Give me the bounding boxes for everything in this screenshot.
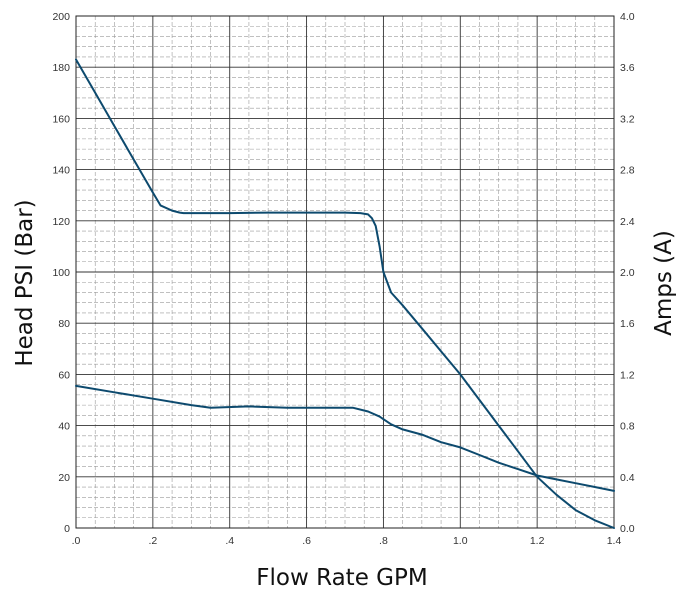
x-tick-label: .6 xyxy=(302,535,311,547)
y-left-tick-label: 40 xyxy=(58,421,70,433)
x-tick-label: .2 xyxy=(148,535,157,547)
y-left-tick-label: 100 xyxy=(52,267,70,279)
y-left-tick-label: 0 xyxy=(64,523,70,535)
x-tick-label: 1.0 xyxy=(453,535,468,547)
y-left-tick-label: 60 xyxy=(58,369,70,381)
y-right-tick-label: 0.0 xyxy=(620,523,635,535)
y-right-tick-label: 3.2 xyxy=(620,113,635,125)
amps-series-line xyxy=(75,384,615,492)
y-right-tick-label: 3.6 xyxy=(620,62,635,74)
x-axis-title: Flow Rate GPM xyxy=(256,565,427,589)
y-right-tick-label: 2.4 xyxy=(620,216,635,228)
y-right-axis-title: Amps (A) xyxy=(651,230,677,336)
y-left-tick-label: 80 xyxy=(58,318,70,330)
x-tick-labels: .0 .2 .4 .6 .8 1.0 1.2 1.4 xyxy=(72,535,622,547)
y-right-tick-label: 0.4 xyxy=(620,472,635,484)
y-left-tick-label: 160 xyxy=(52,113,70,125)
y-left-tick-label: 140 xyxy=(52,165,70,177)
x-tick-label: .8 xyxy=(379,535,388,547)
y-right-tick-label: 1.6 xyxy=(620,318,635,330)
x-tick-label: 1.4 xyxy=(607,535,622,547)
y-right-tick-label: 2.0 xyxy=(620,267,635,279)
y-left-axis-title: Head PSI (Bar) xyxy=(12,199,38,366)
plot-frame xyxy=(75,15,615,529)
x-tick-label: .4 xyxy=(225,535,234,547)
y-right-tick-label: 2.8 xyxy=(620,165,635,177)
y-left-tick-label: 180 xyxy=(52,62,70,74)
y-left-tick-label: 120 xyxy=(52,216,70,228)
y-right-tick-label: 0.8 xyxy=(620,421,635,433)
y-right-tick-labels: 0.0 0.4 0.8 1.2 1.6 2.0 2.4 2.8 3.2 3.6 4.0 xyxy=(620,11,635,535)
y-right-tick-label: 4.0 xyxy=(620,11,635,23)
y-left-tick-label: 200 xyxy=(52,11,70,23)
head-psi-series-line xyxy=(75,58,615,529)
series-lines xyxy=(75,58,615,529)
y-left-tick-labels: 0 20 40 60 80 100 120 140 160 180 200 xyxy=(52,11,70,535)
x-tick-label: 1.2 xyxy=(530,535,545,547)
y-right-tick-label: 1.2 xyxy=(620,369,635,381)
x-tick-label: .0 xyxy=(72,535,81,547)
y-left-tick-label: 20 xyxy=(58,472,70,484)
